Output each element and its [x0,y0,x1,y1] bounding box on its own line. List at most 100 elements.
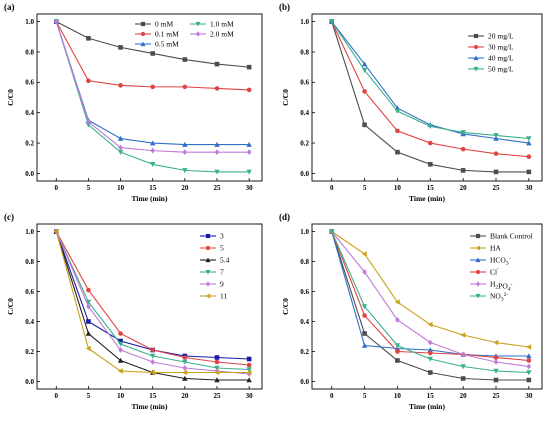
legend-label: H2PO4- [490,280,513,293]
data-point [150,84,156,90]
legend-label: 7 [220,268,224,277]
data-point [362,331,367,336]
legend-label: 30 mg/L [488,43,514,52]
y-tick-label: 0.0 [25,378,34,386]
series [329,19,532,142]
data-point [86,118,91,125]
data-point [493,133,499,139]
data-point [150,347,156,353]
x-tick-label: 25 [493,392,501,400]
legend-marker [475,281,481,287]
legend-item: 0 mM [135,20,173,29]
data-point [526,169,532,175]
data-point [246,369,252,376]
data-point [361,342,368,348]
x-tick-label: 15 [149,392,157,400]
legend-item: 2.0 mM [190,30,234,39]
legend-marker [475,245,481,251]
legend-label: 20 mg/L [488,32,514,41]
data-point [526,377,532,383]
data-point [427,339,433,346]
data-point [86,303,91,310]
y-tick-label: 0.8 [25,48,34,56]
y-tick-label: 0.4 [25,109,34,117]
legend-marker [205,281,211,287]
y-tick-label: 0.8 [300,48,309,56]
data-point [362,122,367,128]
data-point [214,377,220,383]
data-point [427,140,433,146]
y-tick-label: 0.4 [25,318,34,326]
x-tick-label: 20 [181,184,189,192]
legend-marker [475,257,481,263]
x-tick-label: 20 [460,184,468,192]
x-tick-label: 25 [214,184,222,192]
data-point [214,369,220,376]
data-point [246,169,252,175]
data-point [493,339,499,346]
plot-frame [36,13,263,182]
data-point [394,108,401,114]
y-tick-label: 0.6 [25,79,34,87]
series-line [55,231,250,375]
x-tick-label: 20 [181,392,189,400]
data-point [150,51,156,56]
x-tick-label: 30 [246,184,254,192]
x-tick-label: 5 [87,184,91,192]
legend-item: HCO3- [470,256,511,267]
data-point [427,347,433,353]
legend-item: 9 [200,280,224,289]
legend-item: 50 mg/L [468,65,514,74]
legend-marker [475,233,481,239]
data-point [493,151,499,156]
x-tick-label: 0 [55,184,59,192]
legend-label: 50 mg/L [488,65,514,74]
data-point [246,371,252,377]
data-point [362,89,367,94]
y-axis-label: C/C0 [281,89,290,106]
data-point [118,331,123,336]
data-point [395,317,400,323]
x-axis-label: Time (min) [132,194,168,203]
data-point [214,86,220,91]
data-point [493,355,499,360]
data-point [118,83,123,88]
legend-marker [473,66,479,72]
data-point [214,359,220,365]
data-point [460,376,466,381]
data-point [150,140,156,146]
legend-label: 0 mM [155,20,173,29]
data-point [493,368,499,374]
data-point [214,141,220,147]
panel-label: (d) [279,212,290,222]
data-point [526,140,532,146]
data-point [361,67,368,73]
data-point [150,359,156,365]
data-point [246,377,252,383]
legend-item: Blank Control [470,232,533,241]
y-tick-label: 1.0 [25,18,34,26]
data-point [117,135,124,141]
legend-label: 11 [220,292,227,301]
data-point [526,358,532,363]
x-tick-label: 20 [460,392,468,400]
legend-marker [473,55,479,61]
legend-label: 1.0 mM [210,20,234,29]
data-point [117,357,124,363]
legend: 20 mg/L 30 mg/L 40 mg/L 50 mg/L [468,32,514,74]
data-point [460,130,466,136]
legend: Blank Control HA HCO3-Cl- H2PO4-NO32- [470,232,533,303]
legend-label: HA [490,244,501,253]
legend-marker [475,293,481,299]
legend-label: 5.4 [220,256,230,265]
y-axis-label: C/C0 [281,298,290,315]
y-tick-label: 0.0 [25,170,34,178]
data-point [427,356,433,362]
legend-marker [475,269,481,275]
x-tick-label: 10 [394,392,402,400]
data-point [182,57,188,62]
legend-marker [205,293,211,299]
legend-item: 1.0 mM [190,20,234,29]
x-tick-label: 10 [117,184,125,192]
y-tick-label: 1.0 [300,228,309,236]
